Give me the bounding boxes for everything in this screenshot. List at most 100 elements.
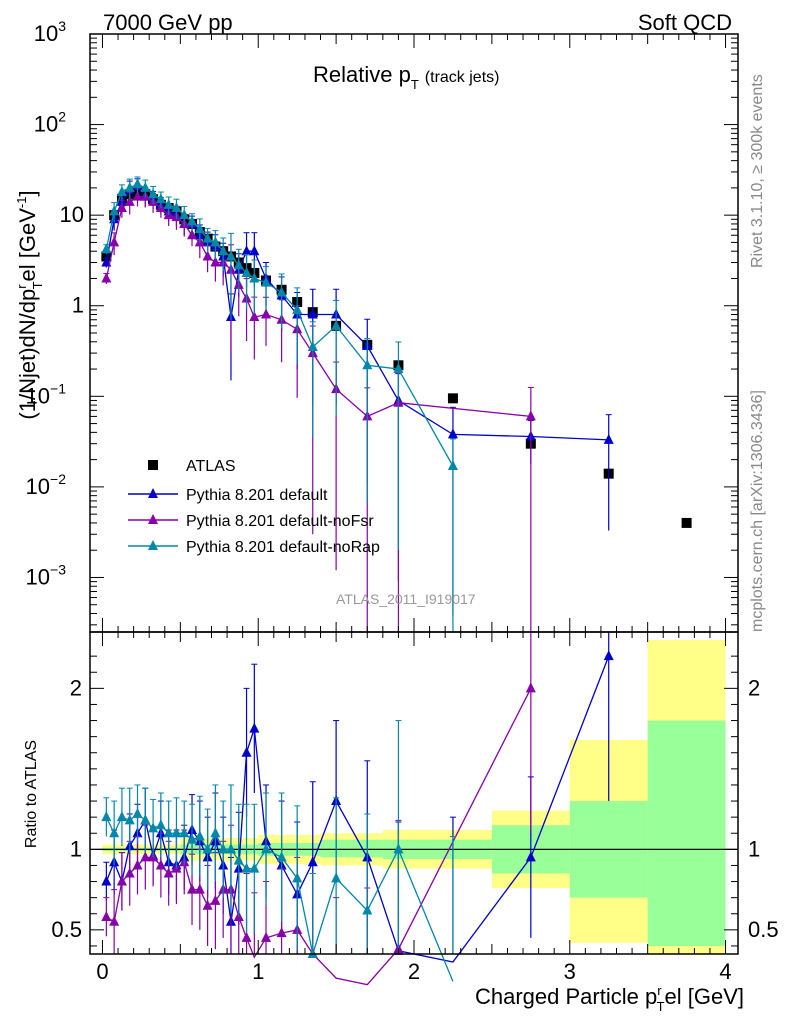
data-point-norap (276, 286, 287, 297)
ratio-point-nofsr (155, 859, 166, 870)
legend-label-default: Pythia 8.201 default (186, 487, 328, 504)
data-point-norap (292, 303, 303, 314)
side-label-bottom: mcplots.cern.ch [arXiv:1306.3436] (749, 390, 766, 632)
data-point-norap (155, 193, 166, 204)
ratio-point-norap (261, 843, 272, 854)
ratio-point-nofsr (241, 931, 252, 942)
data-point-norap (109, 205, 120, 216)
main-ytick-label: 1 (72, 293, 84, 318)
data-point-default (603, 433, 614, 444)
data-point-default (249, 245, 260, 256)
data-point-nofsr (101, 272, 112, 283)
ratio-point-nofsr (276, 927, 287, 938)
ratio-point-nofsr (163, 867, 174, 878)
data-point-default (241, 245, 252, 256)
legend-marker-atlas (148, 460, 158, 470)
main-ytick-label: 10−3 (26, 561, 67, 589)
ratio-point-nofsr (109, 915, 120, 926)
ratio-point-nofsr (210, 894, 221, 905)
legend: ATLAS Pythia 8.201 default Pythia 8.201 … (128, 458, 380, 556)
ratio-ytick-label: 1 (70, 836, 82, 861)
data-point-norap (101, 243, 112, 254)
main-series-layer (101, 176, 692, 632)
main-ytick-label: 10−1 (26, 380, 67, 408)
ratio-point-norap (194, 830, 205, 841)
ratio-point-default (101, 875, 112, 886)
ratio-band-inner (647, 720, 726, 946)
ratio-ytick-label-right: 0.5 (748, 917, 779, 942)
legend-marker-default (148, 488, 158, 498)
data-point-atlas (447, 393, 458, 404)
legend-label-nofsr: Pythia 8.201 default-noFsr (186, 513, 374, 530)
ratio-series-layer (101, 631, 614, 986)
ratio-xtick-label: 3 (564, 959, 576, 984)
ratio-axes-layer: 0.5 0.5 1 1 2 2 0 1 2 3 4 (51, 632, 779, 984)
legend-item-atlas: ATLAS (148, 458, 236, 475)
data-point-atlas (681, 517, 692, 528)
main-ytick-label: 102 (34, 109, 66, 137)
legend-item-default: Pythia 8.201 default (128, 487, 328, 504)
main-ytick-label: 103 (34, 18, 66, 46)
ratio-xtick-label: 4 (719, 959, 731, 984)
data-point-default (447, 428, 458, 439)
data-point-nofsr (116, 201, 127, 212)
ratio-point-norap (218, 843, 229, 854)
ratio-point-nofsr (261, 931, 272, 942)
main-title: Relative pT (track jets) (313, 62, 499, 92)
ratio-point-norap (148, 822, 159, 833)
data-point-nofsr (249, 311, 260, 322)
main-panel: 10−3 10−2 10−1 1 10 102 103 Relative pT (track … (14, 18, 739, 633)
ratio-point-norap (225, 843, 236, 854)
ratio-point-nofsr (187, 883, 198, 894)
data-point-nofsr (132, 190, 143, 201)
ratio-ytick-label: 0.5 (51, 917, 82, 942)
data-point-norap (132, 178, 143, 189)
data-point-norap (140, 181, 151, 192)
legend-marker-nofsr (148, 514, 158, 524)
ratio-point-norap (124, 814, 135, 825)
data-point-norap (225, 250, 236, 261)
data-point-nofsr (124, 195, 135, 206)
ratio-point-norap (362, 904, 373, 915)
main-ylabel: (1/Njet)dN/dprTel [GeV-1] (14, 190, 45, 419)
data-point-norap (331, 319, 342, 330)
ratio-point-norap (292, 872, 303, 883)
data-point-default (307, 308, 318, 319)
ratio-point-norap (116, 811, 127, 822)
ratio-point-norap (171, 827, 182, 838)
data-point-norap (194, 223, 205, 234)
ratio-point-default (241, 746, 252, 757)
ratio-point-norap (202, 843, 213, 854)
ratio-point-norap (249, 862, 260, 873)
ratio-point-nofsr (116, 875, 127, 886)
ratio-point-norap (241, 862, 252, 873)
data-point-nofsr (109, 236, 120, 247)
ratio-point-nofsr (124, 867, 135, 878)
data-point-norap (124, 181, 135, 192)
ratio-point-norap (393, 843, 404, 854)
data-point-norap (210, 236, 221, 247)
data-point-norap (187, 215, 198, 226)
legend-item-nofsr: Pythia 8.201 default-noFsr (128, 513, 374, 530)
ratio-point-norap (187, 833, 198, 844)
data-point-norap (241, 266, 252, 277)
data-point-norap (447, 460, 458, 471)
main-ytick-label: 10−2 (26, 471, 67, 499)
header-left: 7000 GeV pp (103, 10, 233, 35)
legend-label-norap: Pythia 8.201 default-noRap (186, 539, 380, 556)
series-line-norap (105, 183, 454, 467)
data-point-norap (307, 341, 318, 352)
ratio-xtick-label: 2 (408, 959, 420, 984)
data-point-norap (163, 198, 174, 209)
data-point-nofsr (202, 250, 213, 261)
ratio-point-norap (179, 827, 190, 838)
ratio-xtick-label: 0 (96, 959, 108, 984)
series-line-nofsr (105, 196, 531, 418)
data-point-nofsr (525, 410, 536, 421)
ratio-point-norap (276, 851, 287, 862)
ratio-point-norap (163, 827, 174, 838)
ratio-xtick-label: 1 (252, 959, 264, 984)
data-point-norap (171, 201, 182, 212)
ratio-point-nofsr (132, 859, 143, 870)
